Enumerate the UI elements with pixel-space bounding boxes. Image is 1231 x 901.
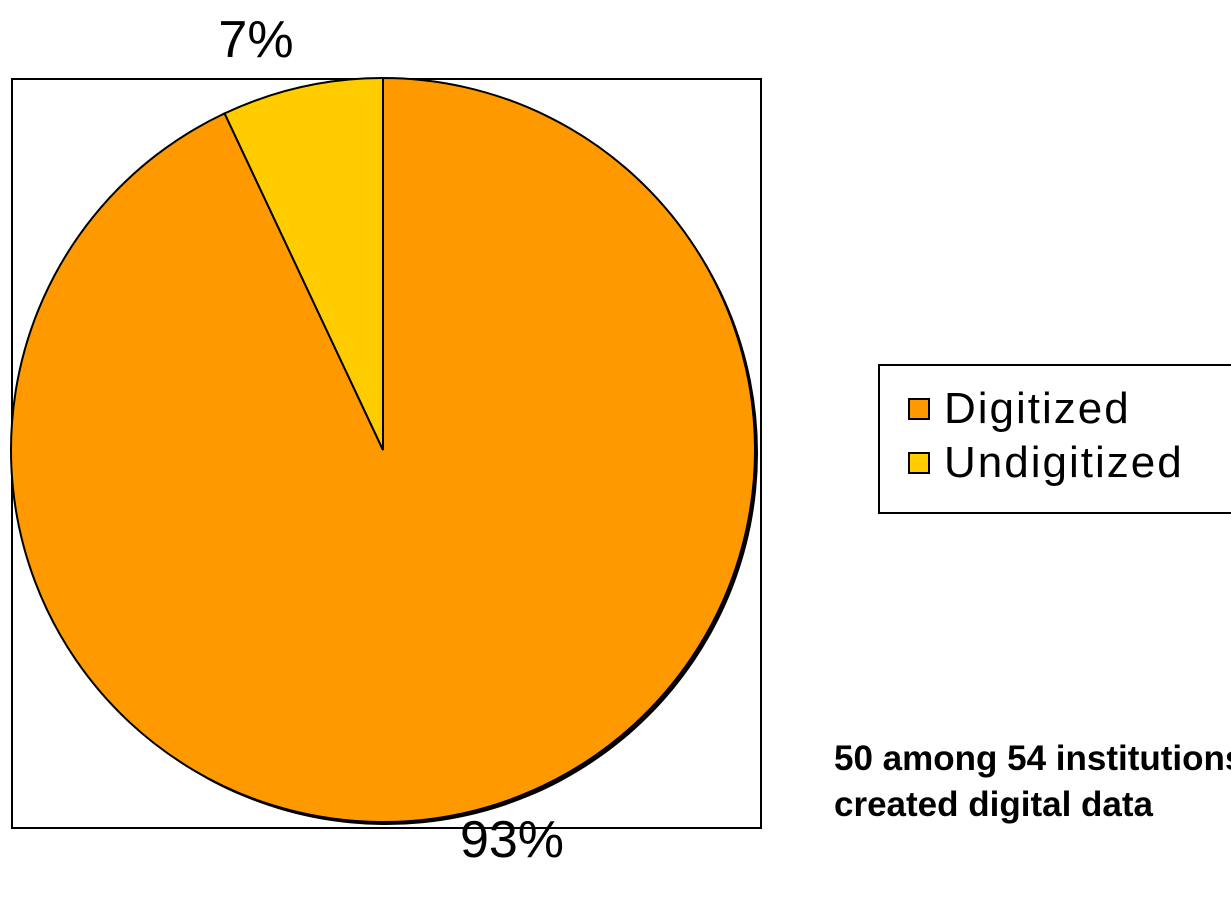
legend-swatch-undigitized [908,452,930,474]
data-label-undigitized: 7% [218,11,294,69]
data-label-digitized: 93% [459,811,565,869]
annotation-line-2: created digital data [834,785,1153,824]
pie-slices [10,76,756,823]
legend-item-digitized: Digitized [908,384,1131,434]
legend-swatch-digitized [908,398,930,420]
annotation-line-1: 50 among 54 institutions [834,739,1231,778]
legend-item-undigitized: Undigitized [908,438,1184,488]
legend-label-undigitized: Undigitized [944,438,1184,487]
annotation-note: 50 among 54 institutions created digital… [834,736,1231,828]
legend: Digitized Undigitized [878,364,1231,514]
pie-slice-undigitized [223,76,384,451]
legend-label-digitized: Digitized [944,384,1131,433]
